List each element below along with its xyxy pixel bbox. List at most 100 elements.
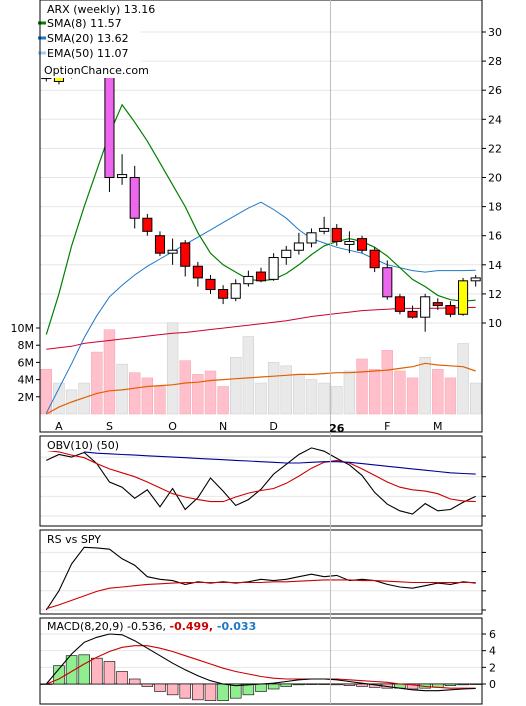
candle-body: [356, 238, 368, 251]
macd-histogram-bar: [267, 683, 280, 690]
macd-histogram-bar: [65, 655, 78, 685]
macd-histogram-bar: [166, 683, 179, 696]
legend-entry: SMA(8) 11.57: [47, 17, 122, 30]
month-label: F: [384, 420, 390, 433]
rs-series-line: [45, 546, 476, 611]
volume-tick-label: 2M: [18, 391, 35, 404]
obv-label: OBV(10) (50): [47, 439, 119, 452]
macd-label-histogram: -0.033: [217, 620, 256, 633]
month-label: N: [219, 420, 227, 433]
candle-body: [331, 227, 342, 243]
macd-tick-label: 2: [489, 661, 496, 674]
macd-label-value: MACD(8,20,9) -0.536,: [47, 620, 170, 633]
volume-tick-label: 10M: [11, 322, 35, 335]
price-panel: 10 12 14 16 18 20 22 24 26 28 30 2M 4M 6M 8M 10M ARX (we…: [11, 1, 502, 415]
candle-body: [180, 242, 191, 267]
candle-body: [369, 249, 380, 269]
macd-histogram-bar: [293, 683, 305, 686]
macd-histogram-bar: [331, 683, 343, 686]
macd-histogram-bar: [141, 683, 154, 687]
volume-bar: [192, 374, 204, 415]
candle-body: [255, 271, 267, 282]
candle-body: [445, 305, 456, 315]
volume-bar: [204, 370, 217, 415]
candle-body: [142, 217, 153, 232]
volume-bar: [217, 386, 229, 415]
price-tick-label: 16: [488, 230, 502, 243]
volume-bar: [255, 382, 267, 415]
macd-signal-line: [46, 645, 476, 689]
panel-frame: [39, 529, 483, 615]
panel-frame: [39, 617, 483, 705]
volume-bar: [318, 382, 330, 415]
macd-line: [45, 633, 476, 692]
volume-bar: [356, 358, 368, 415]
volume-bar: [166, 322, 179, 415]
macd-histogram-bar: [78, 654, 90, 685]
volume-bar: [343, 370, 356, 415]
obv-label-bg: [42, 438, 116, 451]
volume-ma-line: [46, 362, 476, 415]
volume-bar: [280, 365, 292, 415]
volume-bar: [91, 351, 103, 415]
macd-histogram-bar: [91, 657, 103, 685]
macd-histogram-bar: [103, 661, 116, 685]
candle-body: [117, 174, 128, 178]
sma20-line: [45, 201, 476, 414]
candle-body: [344, 241, 355, 245]
month-label: D: [269, 420, 277, 433]
volume-bar: [406, 377, 419, 415]
volume-bar: [381, 350, 393, 415]
candle-body: [268, 257, 279, 280]
macd-histogram-bar: [457, 683, 469, 686]
volume-bar: [103, 329, 116, 415]
volume-bar: [179, 360, 191, 415]
price-tick-label: 12: [488, 288, 502, 301]
price-tick-label: 10: [488, 317, 502, 330]
candle-body: [205, 278, 216, 291]
volume-bar: [230, 356, 242, 415]
macd-histogram-bar: [192, 683, 204, 701]
rs-label-bg: [42, 532, 106, 545]
month-label: O: [168, 420, 177, 433]
volume-bar: [267, 362, 280, 415]
macd-histogram-bar: [469, 683, 482, 685]
macd-histogram-bar: [242, 683, 255, 696]
month-label: S: [106, 420, 113, 433]
price-tick-label: 20: [488, 172, 502, 185]
obv-series-line: [46, 449, 476, 503]
candle-body: [470, 277, 481, 282]
candle-body: [167, 249, 178, 254]
legend-entry: SMA(20) 13.62: [47, 32, 129, 45]
macd-label: MACD(8,20,9) -0.536, -0.499, -0.033: [47, 620, 256, 633]
candle-body: [420, 296, 431, 318]
macd-histogram-bar: [356, 683, 368, 687]
macd-histogram-bar: [444, 683, 457, 686]
candle-body: [293, 242, 304, 251]
volume-bar: [368, 369, 381, 415]
macd-label-bg: [42, 620, 242, 633]
volume-bar: [78, 382, 90, 415]
obv-series-line: [46, 447, 476, 515]
watermark: OptionChance.com: [44, 64, 149, 77]
rs-label: RS vs SPY: [47, 533, 101, 546]
macd-histogram-bar: [204, 683, 217, 701]
macd-histogram-bar: [179, 683, 191, 699]
ticker-label: ARX (weekly) 13.16: [47, 3, 155, 16]
macd-histogram-bar: [154, 683, 166, 692]
candle-body: [407, 310, 418, 318]
month-label: 26: [329, 422, 345, 435]
macd-histogram-bar: [343, 683, 356, 686]
month-label: M: [433, 420, 443, 433]
volume-bar: [129, 372, 141, 415]
candle-body: [104, 67, 115, 178]
candle-body: [192, 265, 203, 279]
price-tick-label: 30: [488, 26, 502, 39]
macd-histogram-bar: [318, 683, 330, 685]
candle-body: [230, 283, 241, 299]
macd-tick-label: 4: [489, 645, 496, 658]
price-tick-label: 14: [488, 259, 502, 272]
volume-bar: [293, 374, 305, 415]
obv-panel: OBV(10) (50): [40, 438, 486, 517]
